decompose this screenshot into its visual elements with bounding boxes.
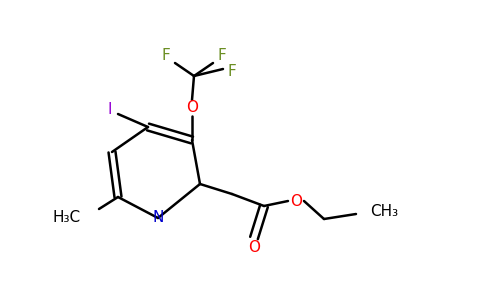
Text: F: F [227, 64, 236, 79]
Text: O: O [186, 100, 198, 116]
Text: H₃C: H₃C [53, 209, 81, 224]
Text: O: O [290, 194, 302, 208]
Text: F: F [162, 49, 170, 64]
Text: CH₃: CH₃ [370, 205, 398, 220]
Text: I: I [108, 101, 112, 116]
Text: N: N [152, 211, 164, 226]
Text: O: O [248, 241, 260, 256]
Text: F: F [218, 49, 227, 64]
